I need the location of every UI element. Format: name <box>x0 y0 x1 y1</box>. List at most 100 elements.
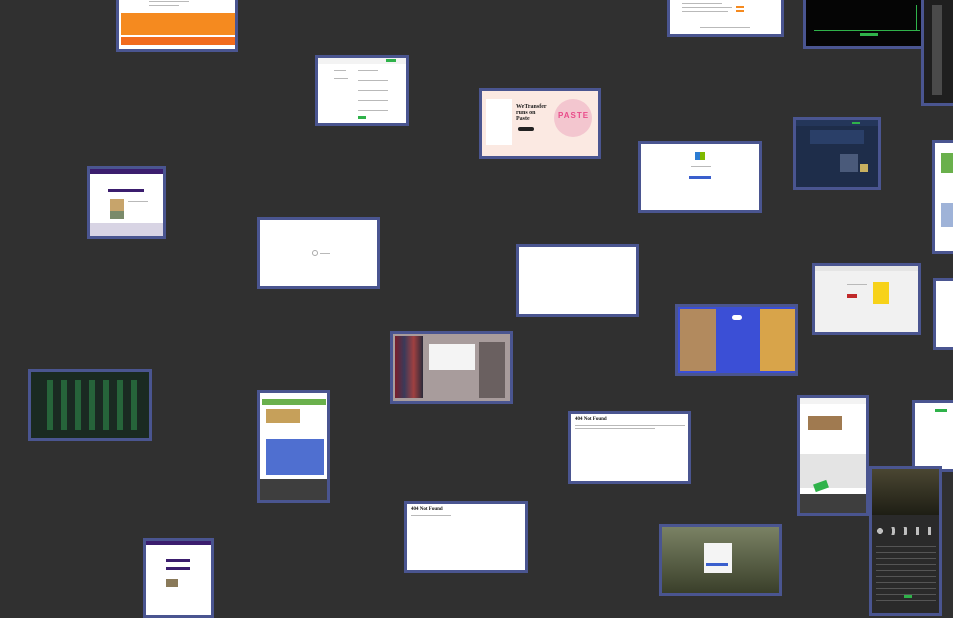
page-thumbnail-blank[interactable] <box>516 244 639 317</box>
text-line <box>847 284 867 285</box>
text-line <box>149 1 189 2</box>
page-thumbnail-not-found-2[interactable]: 404 Not Found <box>404 501 528 573</box>
purple-button <box>166 559 190 562</box>
promo-footer <box>121 37 235 45</box>
blue-ad <box>266 439 324 475</box>
panel <box>810 130 864 144</box>
text-line <box>575 425 685 426</box>
green-line <box>814 30 920 31</box>
orange-value <box>736 10 744 12</box>
text-line <box>358 100 388 101</box>
image-2 <box>860 164 868 172</box>
page-thumbnail-banner-ad[interactable] <box>257 390 330 503</box>
green-bar <box>262 399 326 405</box>
image-1 <box>840 154 858 172</box>
text-line <box>700 27 750 28</box>
page-thumbnail-login-dialog[interactable] <box>659 524 782 596</box>
purple-header <box>90 169 163 174</box>
page-thumbnail-orange-promo[interactable] <box>116 0 238 52</box>
orange-value <box>736 6 744 8</box>
green-line-vert <box>916 5 917 31</box>
page-thumbnail-green-grid[interactable] <box>28 369 152 441</box>
green-button <box>386 59 396 62</box>
page-thumbnail-wetransfer[interactable]: WeTransfer runs on Paste PASTE <box>479 88 601 159</box>
page-thumbnail-loading[interactable] <box>257 217 380 289</box>
page-thumbnail-edge-4[interactable] <box>912 400 953 472</box>
photo-2 <box>110 211 124 219</box>
paste-logo-text: PASTE <box>558 111 590 120</box>
dark-footer <box>260 479 327 500</box>
top-bar <box>815 266 918 271</box>
text-line <box>575 428 655 429</box>
photo <box>166 579 178 587</box>
page-thumbnail-not-found-1[interactable]: 404 Not Found <box>568 411 691 484</box>
text-line <box>334 70 346 71</box>
submit-button <box>358 116 366 119</box>
page-thumbnail-dark-blue[interactable] <box>793 117 881 190</box>
page-thumbnail-table[interactable] <box>667 0 784 37</box>
page-thumbnail-dark-cards[interactable] <box>869 466 942 616</box>
spinner-icon <box>312 250 318 256</box>
page-thumbnail-edge-1[interactable] <box>921 0 953 106</box>
page-thumbnail-edge-2[interactable] <box>932 140 953 254</box>
page-title: 404 Not Found <box>411 507 443 512</box>
top-bar <box>796 120 878 126</box>
login-button <box>706 563 728 566</box>
green-button <box>860 33 878 36</box>
purple-header <box>146 541 211 545</box>
hero-image <box>872 469 939 515</box>
page-thumbnail-retail-photo[interactable] <box>390 331 513 404</box>
text-line <box>682 11 728 12</box>
text-line <box>682 7 732 8</box>
left-photo <box>680 309 716 371</box>
text-line <box>682 3 722 4</box>
text-line <box>358 110 388 111</box>
footer <box>90 223 163 236</box>
text-line <box>358 80 388 81</box>
text-line <box>691 166 711 167</box>
page-thumbnail-yellow-ad[interactable] <box>812 263 921 335</box>
text-line <box>358 90 388 91</box>
green-button <box>904 595 912 598</box>
purple-button <box>108 189 144 192</box>
text-line <box>128 201 148 202</box>
login-dialog <box>704 543 732 573</box>
red-block <box>847 294 857 298</box>
text-line <box>358 70 378 71</box>
list-area <box>876 541 936 601</box>
photo <box>266 409 300 423</box>
clothes-rack <box>395 336 423 398</box>
text-line <box>411 515 451 516</box>
page-thumbnail-edge-3[interactable] <box>933 278 953 350</box>
header <box>800 398 866 404</box>
circle-icons <box>876 527 936 535</box>
header-bar <box>318 58 406 64</box>
yellow-ad <box>873 282 889 304</box>
page-thumbnail-purple-list[interactable] <box>143 538 214 618</box>
dark-footer <box>800 494 866 513</box>
promo-banner <box>121 13 235 35</box>
login-panel <box>486 99 512 145</box>
green-items <box>39 380 143 430</box>
dialog <box>429 344 475 370</box>
page-thumbnail-purple-header[interactable] <box>87 166 166 239</box>
text-line <box>334 78 348 79</box>
person <box>479 342 505 398</box>
page-thumbnail-shop[interactable] <box>797 395 869 516</box>
photo-1 <box>110 199 124 211</box>
right-photo <box>760 309 795 371</box>
page-title: 404 Not Found <box>575 417 607 422</box>
photo-block <box>941 203 953 227</box>
paste-logo-shape <box>554 99 592 137</box>
gray-section <box>800 454 866 488</box>
cloud-icon <box>732 315 742 320</box>
page-thumbnail-windows-login[interactable] <box>638 141 762 213</box>
green-logo <box>935 409 947 412</box>
page-thumbnail-blue-app[interactable] <box>675 304 798 376</box>
green-button <box>852 122 860 124</box>
green-block <box>941 153 953 173</box>
windows-logo-icon <box>695 152 705 160</box>
page-thumbnail-dark-terminal[interactable] <box>803 0 925 49</box>
page-thumbnail-form[interactable] <box>315 55 409 126</box>
headline: WeTransfer runs on Paste <box>516 104 547 122</box>
